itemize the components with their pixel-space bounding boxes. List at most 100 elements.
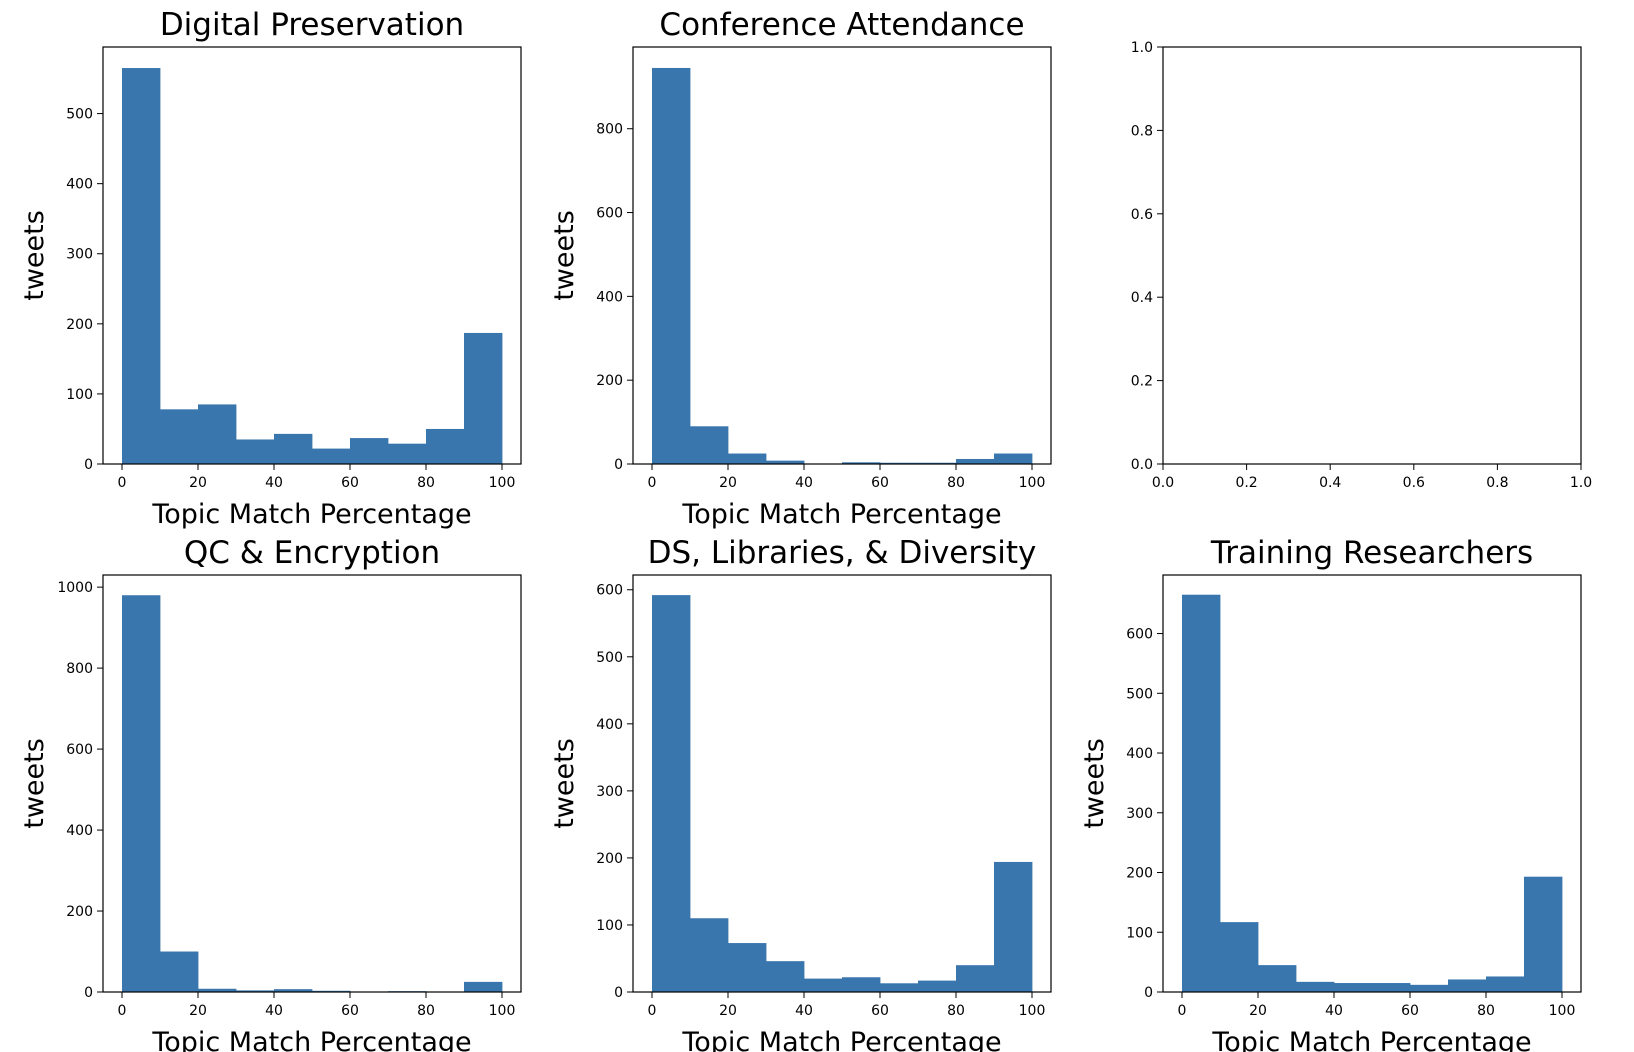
axes-frame	[102, 574, 522, 993]
histogram-bar	[312, 990, 351, 992]
chart-title: DS, Libraries, & Diversity	[648, 535, 1037, 571]
histogram-bar	[122, 595, 161, 992]
x-tick-label: 40	[795, 1003, 813, 1019]
x-tick-label: 0	[648, 1003, 657, 1019]
y-tick-label: 100	[66, 387, 93, 403]
histogram-bar	[956, 458, 995, 464]
y-tick-label: 200	[66, 904, 93, 920]
histogram-bar	[1258, 965, 1297, 992]
y-tick-label: 200	[596, 851, 623, 867]
y-tick-label: 0	[84, 457, 93, 473]
histogram-bar	[274, 989, 313, 992]
x-tick-label: 0.4	[1319, 475, 1341, 491]
axes-frame	[632, 574, 1052, 993]
y-tick-label: 600	[596, 583, 623, 599]
x-tick-label: 60	[1401, 1003, 1419, 1019]
x-tick-label: 80	[947, 475, 965, 491]
histogram-bar	[842, 977, 881, 992]
histogram-bar	[1524, 876, 1563, 992]
y-tick-label: 500	[66, 107, 93, 123]
histogram-bar	[652, 595, 691, 992]
x-axis-label: Topic Match Percentage	[1211, 1027, 1531, 1052]
y-tick-label: 500	[1126, 686, 1153, 702]
histogram-bar	[994, 861, 1033, 992]
x-tick-label: 60	[871, 475, 889, 491]
x-tick-label: 60	[341, 1003, 359, 1019]
y-tick-label: 400	[66, 177, 93, 193]
x-axis-label: Topic Match Percentage	[151, 499, 471, 530]
histogram-bar	[728, 453, 767, 464]
histogram-bar	[464, 981, 503, 992]
y-tick-label: 400	[1126, 746, 1153, 762]
y-tick-label: 600	[1126, 627, 1153, 643]
histogram-bar	[766, 961, 805, 992]
chart-panel-3: 0.0 0.2 0.4 0.6 0.8 1.0 0.0 0.2 0.4 0.6 0.8 1.0	[1131, 40, 1592, 491]
x-tick-label: 80	[1477, 1003, 1495, 1019]
histogram-bar	[880, 462, 919, 464]
histogram-bar	[842, 462, 881, 464]
x-tick-label: 0	[648, 475, 657, 491]
x-tick-label: 0	[118, 475, 127, 491]
x-tick-label: 20	[189, 475, 207, 491]
histogram-bar	[918, 462, 957, 464]
x-tick-label: 100	[489, 1003, 516, 1019]
axes-frame	[1162, 574, 1582, 993]
x-tick-label: 0.6	[1403, 475, 1425, 491]
y-tick-label: 300	[66, 247, 93, 263]
y-tick-label: 300	[596, 784, 623, 800]
y-tick-label: 0.8	[1131, 123, 1153, 139]
histogram-bar	[464, 332, 503, 464]
y-tick-label: 200	[66, 317, 93, 333]
histogram-bar	[690, 918, 729, 992]
y-tick-label: 1.0	[1131, 40, 1153, 56]
histogram-bar	[1486, 976, 1525, 992]
histogram-bar	[1220, 922, 1259, 992]
histogram-bar	[1372, 983, 1411, 992]
histogram-bar	[160, 951, 199, 992]
x-tick-label: 40	[265, 1003, 283, 1019]
y-tick-label: 1000	[57, 580, 93, 596]
y-tick-label: 200	[1126, 866, 1153, 882]
x-axis-label: Topic Match Percentage	[681, 499, 1001, 530]
histogram-bar	[388, 443, 427, 464]
y-tick-label: 800	[596, 122, 623, 138]
y-tick-label: 400	[66, 823, 93, 839]
x-tick-label: 80	[417, 1003, 435, 1019]
x-tick-label: 20	[719, 475, 737, 491]
y-tick-label: 100	[596, 918, 623, 934]
y-tick-label: 0	[84, 985, 93, 1001]
histogram-bar	[1410, 984, 1449, 992]
chart-title: QC & Encryption	[184, 535, 440, 571]
x-tick-label: 100	[1549, 1003, 1576, 1019]
chart-panel-1: 0 20 40 60 80 100 0 100 200 300 400 500 Digital Pres…	[19, 7, 522, 530]
x-tick-label: 20	[189, 1003, 207, 1019]
histogram-bar	[426, 428, 465, 464]
axes-frame	[1162, 46, 1582, 465]
y-tick-label: 0	[1144, 985, 1153, 1001]
histogram-bar	[1334, 983, 1373, 992]
histogram-bar	[274, 433, 313, 464]
y-tick-label: 800	[66, 661, 93, 677]
chart-title: Digital Preservation	[160, 7, 464, 43]
y-axis-label: tweets	[1079, 738, 1110, 829]
y-tick-label: 600	[66, 742, 93, 758]
x-tick-label: 40	[265, 475, 283, 491]
y-tick-label: 0	[614, 457, 623, 473]
x-tick-label: 20	[719, 1003, 737, 1019]
x-tick-label: 0	[1178, 1003, 1187, 1019]
histogram-bar	[766, 460, 805, 464]
y-axis-label: tweets	[19, 210, 50, 301]
y-axis-label: tweets	[549, 738, 580, 829]
histogram-bar	[236, 990, 275, 992]
x-tick-label: 20	[1249, 1003, 1267, 1019]
x-axis-label: Topic Match Percentage	[681, 1027, 1001, 1052]
y-tick-label: 200	[596, 373, 623, 389]
x-tick-label: 40	[795, 475, 813, 491]
axes-frame	[632, 46, 1052, 465]
chart-panel-2: 0 20 40 60 80 100 0 200 400 600 800 Conference Atte…	[549, 7, 1052, 530]
y-tick-label: 400	[596, 289, 623, 305]
y-tick-label: 300	[1126, 806, 1153, 822]
y-tick-label: 0	[614, 985, 623, 1001]
x-tick-label: 80	[417, 475, 435, 491]
x-tick-label: 60	[871, 1003, 889, 1019]
